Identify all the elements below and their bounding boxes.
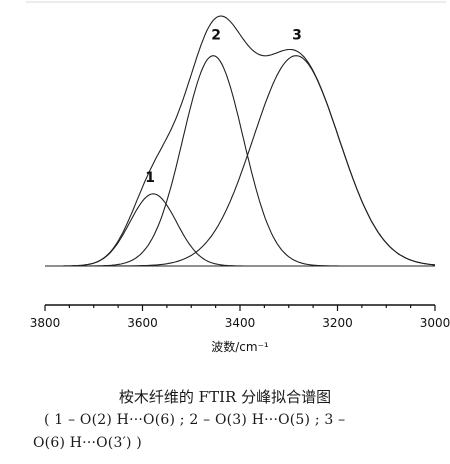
figure-caption-title: 桉木纤维的 FTIR 分峰拟合谱图 (118, 388, 332, 406)
figure-caption-line-2: O(6) H···O(3′) ) (33, 435, 142, 451)
x-tick-label: 3800 (30, 316, 61, 330)
x-tick-label: 3400 (225, 316, 256, 330)
figure-caption-line-1: ( 1 – O(2) H···O(6) ; 2 – O(3) H···O(5) … (44, 412, 346, 428)
curves-group (45, 15, 436, 267)
peak-label-3: 3 (292, 28, 302, 44)
peak-labels-group: 1 2 3 (145, 28, 302, 186)
peak-curve-3 (45, 55, 436, 267)
x-tick-label: 3200 (322, 316, 353, 330)
x-axis-label: 波数/cm⁻¹ (211, 339, 269, 354)
x-tick-label: 3600 (127, 316, 158, 330)
peak-label-2: 2 (211, 28, 221, 44)
x-tick-label: 3000 (420, 316, 450, 330)
ftir-chart: 3800 3600 3400 3200 3000 1 2 3 波数/cm⁻¹ (26, 1, 450, 354)
envelope-curve (45, 15, 436, 267)
peak-label-1: 1 (145, 170, 155, 186)
peak-curve-2 (45, 55, 435, 267)
x-axis: 3800 3600 3400 3200 3000 (30, 304, 450, 330)
